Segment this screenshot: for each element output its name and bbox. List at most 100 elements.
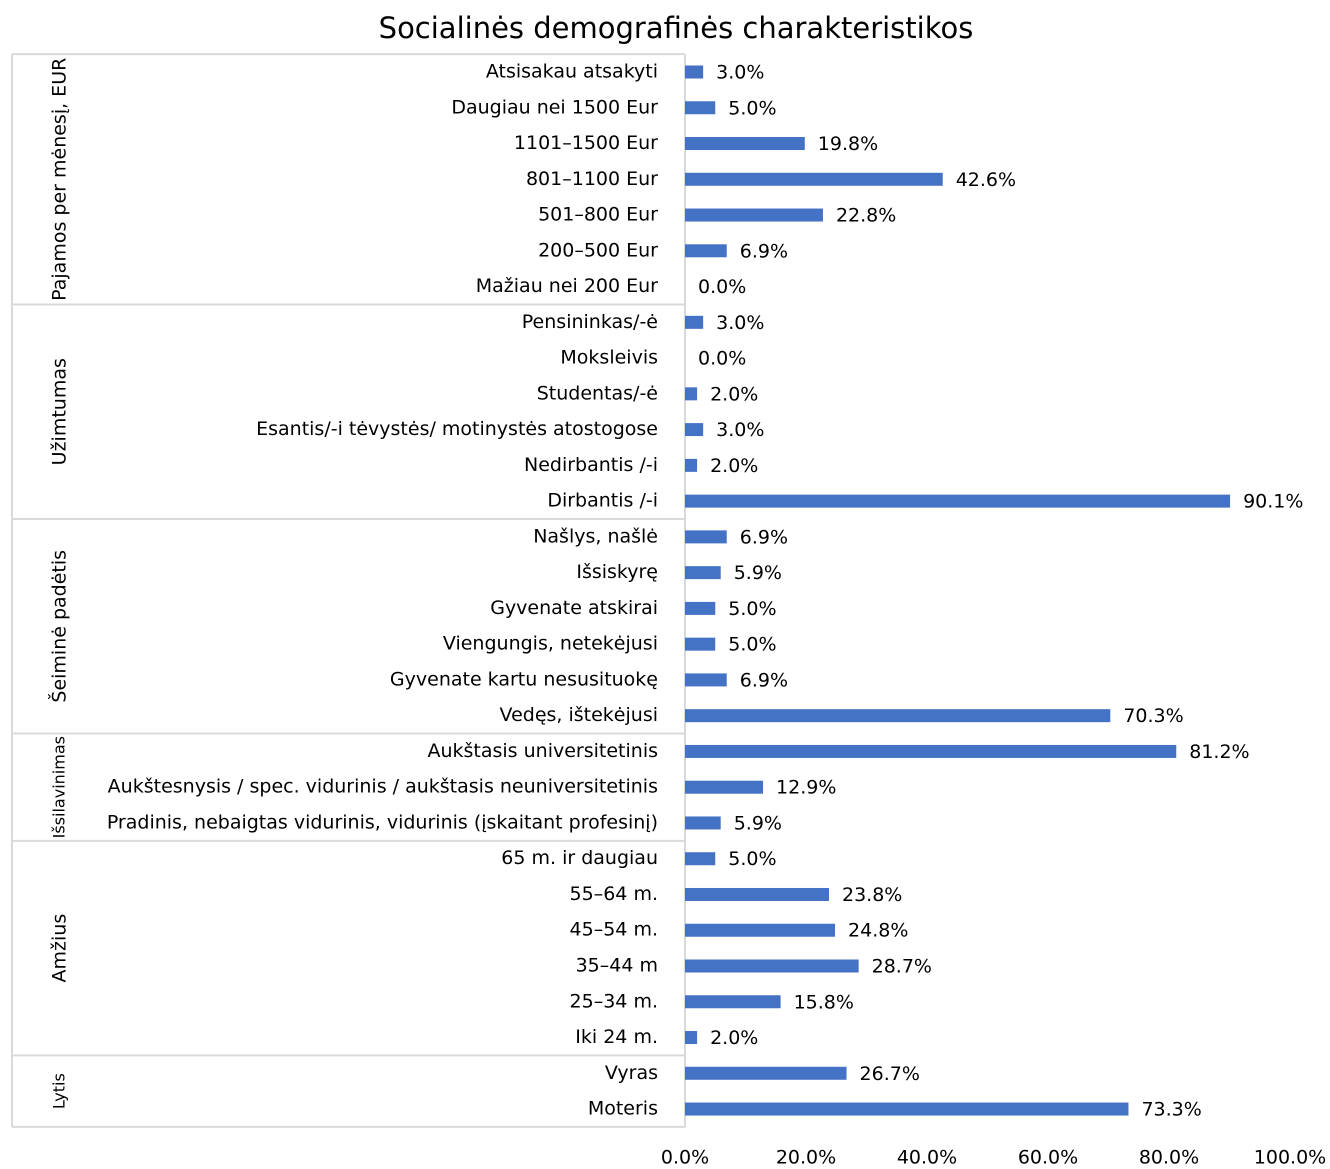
bar — [685, 458, 698, 472]
value-label: 5.0% — [728, 634, 776, 656]
category-label: 55–64 m. — [570, 883, 658, 905]
value-label: 3.0% — [716, 62, 764, 84]
category-label: Gyvenate atskirai — [490, 597, 658, 619]
category-label: Vyras — [605, 1062, 658, 1084]
bar — [685, 65, 704, 79]
bar — [685, 494, 1231, 508]
value-label: 2.0% — [710, 1027, 758, 1049]
category-label: Išsiskyrę — [576, 561, 658, 583]
bar — [685, 852, 716, 866]
category-label: Nedirbantis /-i — [524, 454, 658, 476]
category-label: Viengungis, netekėjusi — [443, 633, 658, 655]
category-label: Gyvenate kartu nesusituokę — [390, 668, 658, 690]
category-label: Esantis/-i tėvystės/ motinystės atostogo… — [256, 418, 658, 440]
category-label: 501–800 Eur — [538, 204, 658, 226]
bar — [685, 1031, 698, 1045]
value-label: 19.8% — [818, 133, 878, 155]
value-label: 81.2% — [1189, 741, 1249, 763]
category-label: Studentas/-ė — [537, 382, 658, 404]
bar — [685, 780, 764, 794]
bar — [685, 959, 859, 973]
x-tick-label: 80.0% — [1139, 1147, 1199, 1169]
value-label: 6.9% — [740, 669, 788, 691]
bar — [685, 423, 704, 437]
category-label: Pradinis, nebaigtas vidurinis, vidurinis… — [107, 811, 658, 833]
value-label: 90.1% — [1243, 491, 1303, 513]
value-label: 5.0% — [728, 97, 776, 119]
value-label: 2.0% — [710, 383, 758, 405]
category-label: Aukštesnysis / spec. vidurinis / aukštas… — [108, 776, 658, 798]
value-label: 42.6% — [956, 169, 1016, 191]
category-label: Atsisakau atsakyti — [486, 61, 658, 83]
category-label: Dirbantis /-i — [547, 490, 658, 512]
value-label: 0.0% — [698, 348, 746, 370]
group-label: Išsilavinimas — [50, 736, 69, 838]
value-label: 6.9% — [740, 240, 788, 262]
category-label: 35–44 m — [576, 955, 658, 977]
value-label: 5.9% — [734, 562, 782, 584]
category-label: 801–1100 Eur — [526, 168, 658, 190]
category-label: Moksleivis — [560, 347, 658, 369]
category-label: 200–500 Eur — [538, 239, 658, 261]
value-label: 6.9% — [740, 526, 788, 548]
value-label: 0.0% — [698, 276, 746, 298]
category-label: Mažiau nei 200 Eur — [476, 275, 658, 297]
bar — [685, 923, 836, 937]
value-label: 73.3% — [1141, 1099, 1201, 1121]
x-tick-label: 0.0% — [661, 1147, 709, 1169]
category-label: Moteris — [588, 1098, 658, 1120]
bar — [685, 673, 727, 687]
bar — [685, 208, 823, 222]
bar — [685, 1102, 1129, 1116]
category-label: Našlys, našlė — [533, 525, 658, 547]
bar — [685, 244, 727, 258]
x-tick-label: 100.0% — [1254, 1147, 1326, 1169]
value-label: 5.0% — [728, 848, 776, 870]
group-label: Pajamos per mėnesį, EUR — [49, 58, 71, 301]
value-label: 12.9% — [776, 777, 836, 799]
bar — [685, 601, 716, 615]
value-label: 5.9% — [734, 812, 782, 834]
value-label: 3.0% — [716, 312, 764, 334]
bar — [685, 101, 716, 115]
group-label: Lytis — [50, 1073, 69, 1109]
value-label: 70.3% — [1123, 705, 1183, 727]
chart-title: Socialinės demografinės charakteristikos — [379, 11, 974, 45]
bar — [685, 744, 1177, 758]
category-label: Iki 24 m. — [575, 1026, 658, 1048]
category-label: 25–34 m. — [570, 990, 658, 1012]
bar — [685, 995, 781, 1009]
group-label: Šeiminė padėtis — [47, 550, 71, 703]
bar — [685, 387, 698, 401]
value-label: 22.8% — [836, 205, 896, 227]
value-label: 5.0% — [728, 598, 776, 620]
bar — [685, 637, 716, 651]
bar — [685, 530, 727, 544]
value-label: 3.0% — [716, 419, 764, 441]
x-tick-label: 20.0% — [776, 1147, 836, 1169]
value-label: 24.8% — [848, 920, 908, 942]
group-label: Užimtumas — [49, 358, 71, 465]
category-label: 45–54 m. — [570, 919, 658, 941]
bar — [685, 137, 805, 151]
bar — [685, 887, 829, 901]
value-label: 28.7% — [872, 956, 932, 978]
category-label: Aukštasis universitetinis — [427, 740, 658, 762]
bar — [685, 315, 704, 329]
value-label: 23.8% — [842, 884, 902, 906]
bar — [685, 172, 943, 186]
value-label: 2.0% — [710, 455, 758, 477]
category-label: 65 m. ir daugiau — [501, 847, 658, 869]
bar — [685, 566, 721, 580]
category-label: 1101–1500 Eur — [514, 132, 658, 154]
bar — [685, 1066, 847, 1080]
group-label: Amžius — [49, 914, 71, 983]
x-tick-label: 60.0% — [1018, 1147, 1078, 1169]
value-label: 26.7% — [860, 1063, 920, 1085]
category-label: Pensininkas/-ė — [522, 311, 658, 333]
category-label: Vedęs, ištekėjusi — [500, 704, 658, 726]
category-label: Daugiau nei 1500 Eur — [451, 96, 658, 118]
bar — [685, 816, 721, 830]
bar — [685, 709, 1111, 723]
